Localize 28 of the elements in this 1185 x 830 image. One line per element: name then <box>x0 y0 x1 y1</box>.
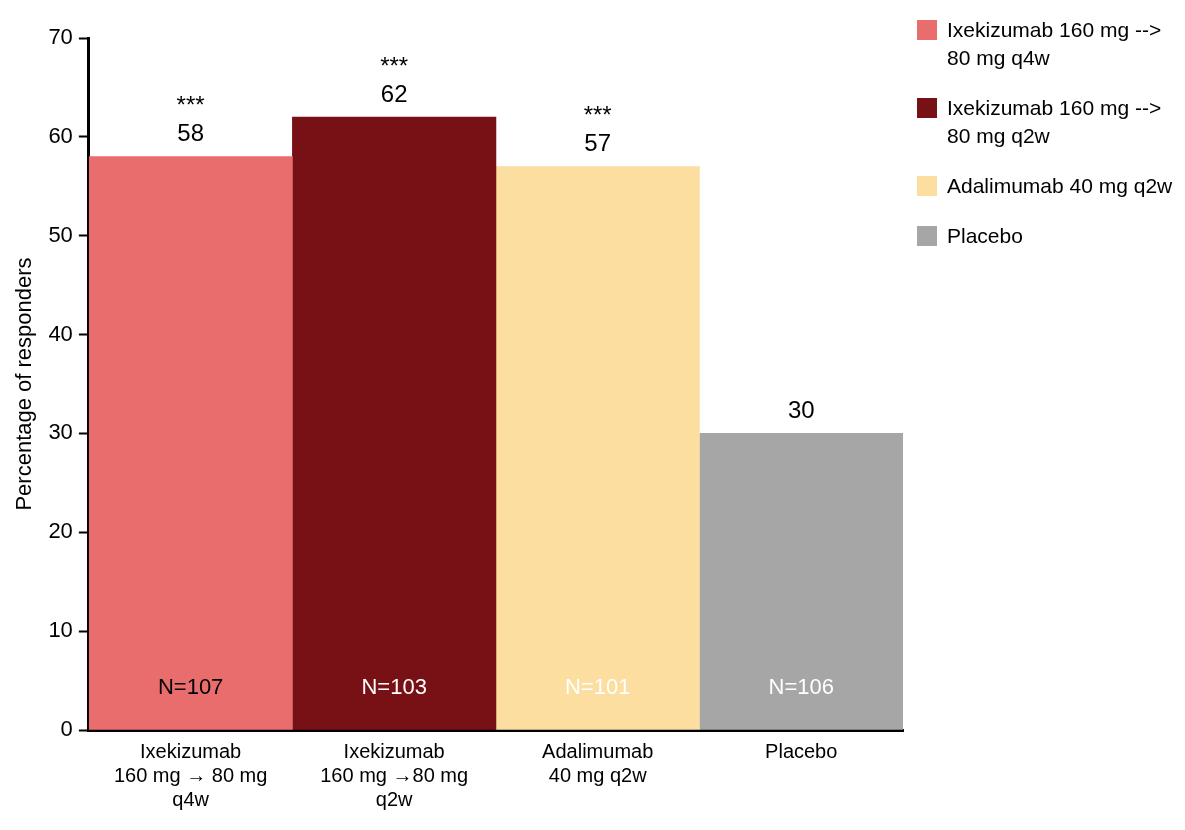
annotation: *** <box>583 101 612 129</box>
data-label: 57 <box>584 129 612 157</box>
data-label: 30 <box>787 396 815 424</box>
legend-label: Placebo <box>947 223 1023 249</box>
y-axis-title: Percentage of responders <box>11 257 37 511</box>
y-tick-label: 0 <box>60 716 73 742</box>
annotation: N=103 <box>361 674 427 700</box>
y-tick-label: 60 <box>48 122 73 148</box>
y-tick-label: 10 <box>48 617 73 643</box>
y-tick-label: 40 <box>48 320 73 346</box>
legend-label: Ixekizumab 160 mg --> 80 mg q4w <box>947 17 1163 71</box>
y-tick-label: 50 <box>48 221 73 247</box>
legend-label: Adalimumab 40 mg q2w <box>947 173 1173 199</box>
x-tick-label: Placebo <box>765 739 838 762</box>
x-tick-label: Adalimumab 40 mg q2w <box>542 739 654 786</box>
y-tick-label: 30 <box>48 419 73 445</box>
legend-label: Ixekizumab 160 mg --> 80 mg q2w <box>947 95 1163 149</box>
data-label: 62 <box>380 79 408 107</box>
annotation: N=106 <box>768 674 834 700</box>
annotation: N=107 <box>157 674 224 700</box>
annotation: *** <box>380 51 409 79</box>
data-label: 58 <box>177 119 204 147</box>
y-tick-label: 70 <box>48 24 73 50</box>
annotation: N=101 <box>564 674 631 700</box>
y-tick-label: 20 <box>48 518 73 544</box>
annotation: *** <box>176 91 205 119</box>
x-tick-label: Ixekizumab 160 mg → 80 mg q4w <box>113 739 268 810</box>
x-tick-label: Ixekizumab 160 mg →80 mg q2w <box>320 739 469 810</box>
